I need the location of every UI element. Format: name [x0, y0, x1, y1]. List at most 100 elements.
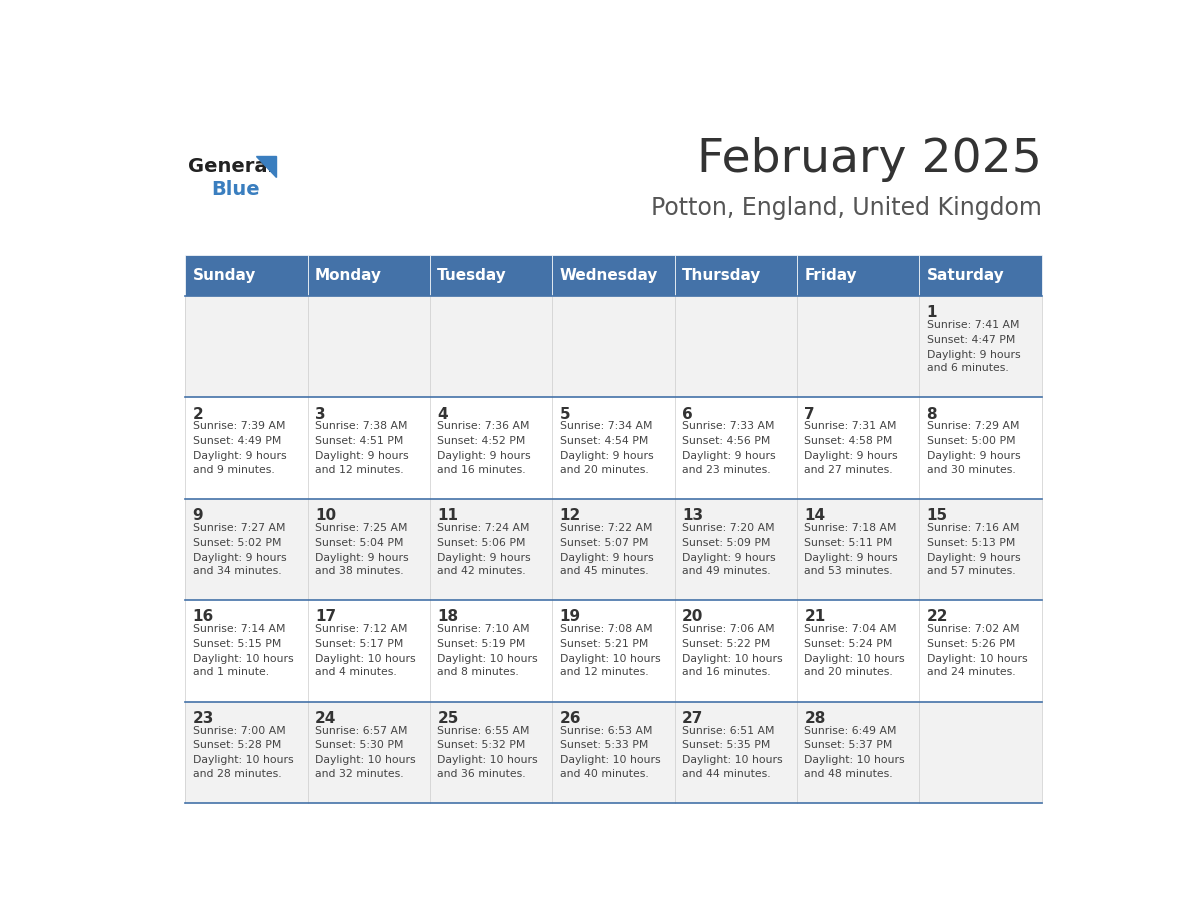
Text: General: General — [188, 157, 274, 176]
Text: Sunrise: 7:10 AM: Sunrise: 7:10 AM — [437, 624, 530, 634]
Text: 25: 25 — [437, 711, 459, 726]
Text: 12: 12 — [560, 508, 581, 523]
Text: Sunset: 5:28 PM: Sunset: 5:28 PM — [192, 741, 282, 750]
Text: Daylight: 10 hours
and 1 minute.: Daylight: 10 hours and 1 minute. — [192, 654, 293, 677]
Text: Daylight: 10 hours
and 20 minutes.: Daylight: 10 hours and 20 minutes. — [804, 654, 905, 677]
Bar — [308, 397, 430, 498]
Text: Daylight: 10 hours
and 4 minutes.: Daylight: 10 hours and 4 minutes. — [315, 654, 416, 677]
Text: Sunset: 5:24 PM: Sunset: 5:24 PM — [804, 639, 892, 649]
Bar — [797, 498, 920, 600]
Text: Sunset: 5:04 PM: Sunset: 5:04 PM — [315, 538, 404, 548]
Text: Daylight: 10 hours
and 24 minutes.: Daylight: 10 hours and 24 minutes. — [927, 654, 1028, 677]
Text: 3: 3 — [315, 407, 326, 421]
Text: Sunset: 5:09 PM: Sunset: 5:09 PM — [682, 538, 771, 548]
Text: Sunrise: 6:55 AM: Sunrise: 6:55 AM — [437, 725, 530, 735]
Text: Sunrise: 7:16 AM: Sunrise: 7:16 AM — [927, 523, 1019, 532]
Bar — [920, 255, 1042, 297]
Bar — [430, 600, 552, 701]
Text: 18: 18 — [437, 610, 459, 624]
Text: Daylight: 10 hours
and 48 minutes.: Daylight: 10 hours and 48 minutes. — [804, 756, 905, 778]
Text: 23: 23 — [192, 711, 214, 726]
Text: Daylight: 9 hours
and 6 minutes.: Daylight: 9 hours and 6 minutes. — [927, 350, 1020, 374]
Text: 20: 20 — [682, 610, 703, 624]
Text: Blue: Blue — [211, 180, 260, 199]
Text: Sunset: 5:02 PM: Sunset: 5:02 PM — [192, 538, 282, 548]
Text: Sunrise: 7:27 AM: Sunrise: 7:27 AM — [192, 523, 285, 532]
Text: 1: 1 — [927, 306, 937, 320]
Polygon shape — [257, 156, 276, 177]
Text: Daylight: 9 hours
and 30 minutes.: Daylight: 9 hours and 30 minutes. — [927, 451, 1020, 475]
Text: 4: 4 — [437, 407, 448, 421]
Text: Sunrise: 7:20 AM: Sunrise: 7:20 AM — [682, 523, 775, 532]
Bar — [185, 701, 308, 803]
Bar — [552, 397, 675, 498]
Text: Wednesday: Wednesday — [560, 268, 658, 283]
Text: Daylight: 9 hours
and 34 minutes.: Daylight: 9 hours and 34 minutes. — [192, 553, 286, 577]
Text: Monday: Monday — [315, 268, 383, 283]
Bar — [675, 701, 797, 803]
Text: 10: 10 — [315, 508, 336, 523]
Text: Sunrise: 6:57 AM: Sunrise: 6:57 AM — [315, 725, 407, 735]
Bar — [185, 297, 308, 397]
Bar — [920, 297, 1042, 397]
Bar — [552, 498, 675, 600]
Text: Sunrise: 7:39 AM: Sunrise: 7:39 AM — [192, 421, 285, 431]
Text: Sunrise: 7:00 AM: Sunrise: 7:00 AM — [192, 725, 285, 735]
Text: Daylight: 9 hours
and 9 minutes.: Daylight: 9 hours and 9 minutes. — [192, 451, 286, 475]
Text: Daylight: 10 hours
and 44 minutes.: Daylight: 10 hours and 44 minutes. — [682, 756, 783, 778]
Text: 2: 2 — [192, 407, 203, 421]
Text: 13: 13 — [682, 508, 703, 523]
Text: Sunrise: 7:24 AM: Sunrise: 7:24 AM — [437, 523, 530, 532]
Bar — [308, 255, 430, 297]
Text: Sunset: 5:30 PM: Sunset: 5:30 PM — [315, 741, 404, 750]
Text: Sunset: 4:51 PM: Sunset: 4:51 PM — [315, 436, 404, 446]
Text: Friday: Friday — [804, 268, 857, 283]
Bar — [920, 600, 1042, 701]
Text: Sunset: 5:37 PM: Sunset: 5:37 PM — [804, 741, 892, 750]
Text: 9: 9 — [192, 508, 203, 523]
Text: Sunrise: 7:04 AM: Sunrise: 7:04 AM — [804, 624, 897, 634]
Text: Sunset: 5:19 PM: Sunset: 5:19 PM — [437, 639, 526, 649]
Text: Sunday: Sunday — [192, 268, 257, 283]
Bar — [552, 255, 675, 297]
Bar — [552, 600, 675, 701]
Bar — [308, 701, 430, 803]
Text: Sunrise: 7:12 AM: Sunrise: 7:12 AM — [315, 624, 407, 634]
Text: Daylight: 10 hours
and 40 minutes.: Daylight: 10 hours and 40 minutes. — [560, 756, 661, 778]
Text: Sunrise: 7:33 AM: Sunrise: 7:33 AM — [682, 421, 775, 431]
Bar — [675, 600, 797, 701]
Text: Sunrise: 6:53 AM: Sunrise: 6:53 AM — [560, 725, 652, 735]
Bar — [552, 297, 675, 397]
Text: 15: 15 — [927, 508, 948, 523]
Text: Sunrise: 7:02 AM: Sunrise: 7:02 AM — [927, 624, 1019, 634]
Text: 19: 19 — [560, 610, 581, 624]
Text: Sunset: 5:32 PM: Sunset: 5:32 PM — [437, 741, 526, 750]
Text: 21: 21 — [804, 610, 826, 624]
Bar — [430, 701, 552, 803]
Text: Daylight: 9 hours
and 16 minutes.: Daylight: 9 hours and 16 minutes. — [437, 451, 531, 475]
Text: Sunset: 5:00 PM: Sunset: 5:00 PM — [927, 436, 1016, 446]
Text: Daylight: 9 hours
and 42 minutes.: Daylight: 9 hours and 42 minutes. — [437, 553, 531, 577]
Text: Sunset: 4:47 PM: Sunset: 4:47 PM — [927, 335, 1015, 345]
Text: Sunset: 5:15 PM: Sunset: 5:15 PM — [192, 639, 282, 649]
Text: Sunset: 5:33 PM: Sunset: 5:33 PM — [560, 741, 647, 750]
Text: 24: 24 — [315, 711, 336, 726]
Bar — [797, 600, 920, 701]
Text: Sunset: 4:52 PM: Sunset: 4:52 PM — [437, 436, 526, 446]
Text: Daylight: 10 hours
and 16 minutes.: Daylight: 10 hours and 16 minutes. — [682, 654, 783, 677]
Bar — [920, 701, 1042, 803]
Text: Daylight: 9 hours
and 23 minutes.: Daylight: 9 hours and 23 minutes. — [682, 451, 776, 475]
Text: 5: 5 — [560, 407, 570, 421]
Text: Sunset: 5:21 PM: Sunset: 5:21 PM — [560, 639, 647, 649]
Text: 26: 26 — [560, 711, 581, 726]
Text: Potton, England, United Kingdom: Potton, England, United Kingdom — [651, 196, 1042, 219]
Text: Daylight: 10 hours
and 36 minutes.: Daylight: 10 hours and 36 minutes. — [437, 756, 538, 778]
Text: Daylight: 9 hours
and 20 minutes.: Daylight: 9 hours and 20 minutes. — [560, 451, 653, 475]
Bar — [308, 297, 430, 397]
Text: 28: 28 — [804, 711, 826, 726]
Text: Sunrise: 7:31 AM: Sunrise: 7:31 AM — [804, 421, 897, 431]
Text: Sunrise: 7:25 AM: Sunrise: 7:25 AM — [315, 523, 407, 532]
Text: Sunset: 5:06 PM: Sunset: 5:06 PM — [437, 538, 526, 548]
Text: Sunrise: 6:51 AM: Sunrise: 6:51 AM — [682, 725, 775, 735]
Bar — [308, 498, 430, 600]
